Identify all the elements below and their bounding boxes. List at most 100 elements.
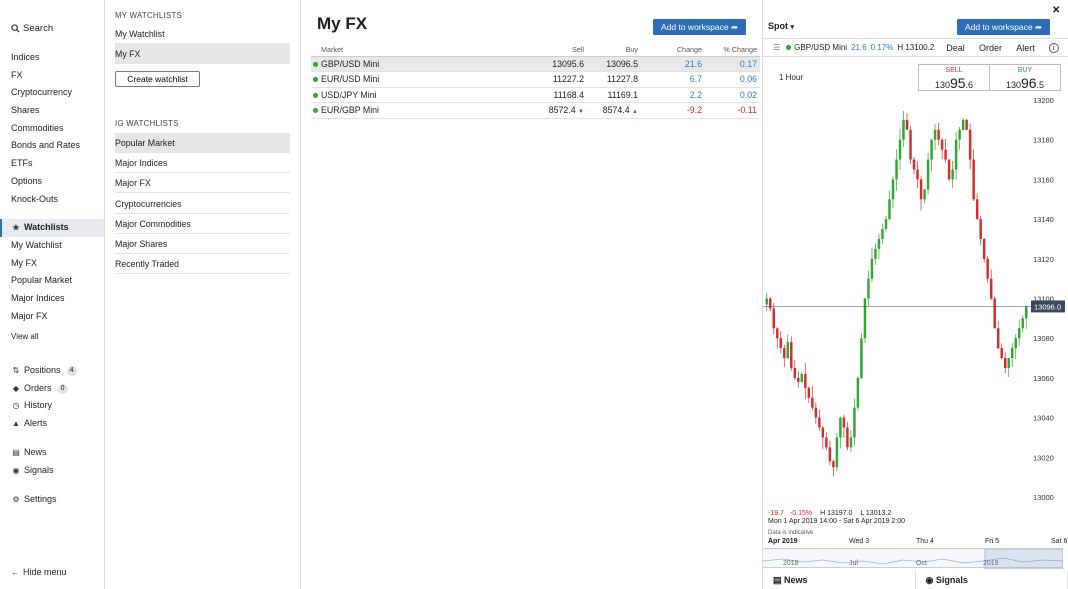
search-button[interactable]: Search bbox=[10, 23, 53, 34]
nav-orders[interactable]: ◆ Orders 0 bbox=[0, 380, 104, 398]
ig-watchlist-major-fx[interactable]: Major FX bbox=[115, 173, 290, 194]
nav-market-bonds-and-rates[interactable]: Bonds and Rates bbox=[11, 140, 81, 151]
nav-market-cryptocurrency[interactable]: Cryptocurrency bbox=[11, 87, 73, 98]
candle-body bbox=[919, 179, 923, 200]
buy-cell[interactable]: 8574.4 ▲ bbox=[587, 102, 641, 119]
candle-body bbox=[909, 129, 912, 160]
info-icon[interactable]: i bbox=[1048, 42, 1059, 53]
settings-list: ⚙ Settings bbox=[0, 491, 104, 509]
order-tab[interactable]: Order bbox=[979, 42, 1003, 53]
news-tab[interactable]: ▤ News bbox=[763, 571, 916, 589]
buy-button[interactable]: BUY 13096.5 bbox=[989, 64, 1061, 91]
history-label: History bbox=[24, 400, 53, 411]
nav-market-fx[interactable]: FX bbox=[11, 69, 23, 80]
nav-market-etfs[interactable]: ETFs bbox=[11, 158, 33, 169]
navigator-label: 2018 bbox=[783, 560, 799, 567]
detail-add-to-workspace-button[interactable]: Add to workspace ➦ bbox=[957, 19, 1051, 35]
table-row[interactable]: USD/JPY Mini 11168.4 11169.1 2.2 0.02 bbox=[311, 87, 760, 103]
market-cell[interactable]: USD/JPY Mini bbox=[311, 87, 511, 103]
nav-watchlist-popular-market[interactable]: Popular Market bbox=[11, 275, 73, 286]
buy-cell[interactable]: 11169.1 bbox=[587, 87, 641, 103]
nav-news[interactable]: ▤ News bbox=[0, 444, 104, 462]
create-watchlist-button[interactable]: Create watchlist bbox=[115, 71, 200, 87]
chart-navigator[interactable]: 2018 Jul Oct 2019 bbox=[763, 548, 1063, 569]
buy-cell[interactable]: 11227.8 bbox=[587, 71, 641, 88]
interval-selector[interactable]: 1 Hour bbox=[779, 73, 804, 82]
nav-watchlists-label: Watchlists bbox=[24, 222, 69, 232]
candle-body bbox=[790, 342, 793, 368]
candle-body bbox=[835, 437, 839, 468]
nav-market-commodities[interactable]: Commodities bbox=[11, 122, 64, 133]
deal-tab[interactable]: Deal bbox=[946, 42, 965, 53]
market-cell[interactable]: EUR/USD Mini bbox=[311, 71, 511, 88]
nav-market-options[interactable]: Options bbox=[11, 175, 43, 186]
ig-watchlist-popular-market[interactable]: Popular Market bbox=[115, 133, 290, 153]
add-to-workspace-button[interactable]: Add to workspace ➦ bbox=[653, 19, 747, 35]
watchlist-panel: MY WATCHLISTS My Watchlist My FX Create … bbox=[105, 0, 301, 589]
nav-market-indices[interactable]: Indices bbox=[11, 52, 40, 62]
nav-positions[interactable]: ⇅ Positions 4 bbox=[0, 362, 104, 380]
sell-cell[interactable]: 8572.4 ▼ bbox=[511, 102, 587, 119]
candle-body bbox=[772, 308, 775, 329]
nav-watchlist-my-watchlist[interactable]: My Watchlist bbox=[11, 240, 62, 250]
candle-body bbox=[937, 129, 940, 140]
change-cell: -9.2 bbox=[641, 102, 705, 119]
bell-icon: ▲ bbox=[12, 419, 20, 429]
ig-watchlist-major-indices[interactable]: Major Indices bbox=[115, 153, 290, 174]
buy-value: 11227.8 bbox=[606, 74, 638, 85]
col-sell[interactable]: Sell bbox=[511, 43, 587, 57]
sell-cell[interactable]: 13095.6 bbox=[511, 56, 587, 72]
sell-button[interactable]: SELL 13095.6 bbox=[918, 64, 990, 91]
buy-price: 13096.5 bbox=[1005, 75, 1045, 91]
nav-watchlists[interactable]: ★ Watchlists bbox=[0, 219, 104, 237]
nav-alerts[interactable]: ▲ Alerts bbox=[0, 415, 104, 433]
hide-menu-button[interactable]: ← Hide menu bbox=[10, 567, 67, 577]
close-icon[interactable]: ✕ bbox=[1052, 5, 1061, 16]
chart-stats: -19.7 -0.15% H 13197.0 L 13013.2 bbox=[768, 510, 891, 517]
sell-cell[interactable]: 11168.4 bbox=[511, 87, 587, 103]
market-cell[interactable]: GBP/USD Mini bbox=[311, 56, 511, 72]
nav-history[interactable]: ◷ History bbox=[0, 397, 104, 415]
signals-tab[interactable]: ◉ Signals bbox=[916, 571, 1068, 589]
timeline-label: Thu 4 bbox=[916, 538, 934, 545]
timeline-label: Sat 6 bbox=[1051, 538, 1068, 545]
market-status-dot bbox=[313, 77, 318, 83]
ig-watchlist-major-commodities[interactable]: Major Commodities bbox=[115, 214, 290, 234]
down-arrow-icon: ▼ bbox=[578, 109, 584, 116]
nav-market-shares[interactable]: Shares bbox=[11, 105, 40, 116]
watchlist-item-my-fx[interactable]: My FX bbox=[115, 44, 290, 64]
nav-signals[interactable]: ◉ Signals bbox=[0, 462, 104, 480]
ig-watchlist-cryptocurrencies[interactable]: Cryptocurrencies bbox=[115, 194, 290, 214]
alert-tab[interactable]: Alert bbox=[1016, 42, 1035, 53]
col-pct-change[interactable]: % Change bbox=[705, 43, 760, 57]
market-name: GBP/USD Mini bbox=[321, 58, 380, 69]
table-row[interactable]: EUR/USD Mini 11227.2 11227.8 6.7 0.06 bbox=[311, 71, 760, 88]
spot-dropdown[interactable]: Spot ▾ bbox=[768, 21, 794, 31]
ig-watchlist-major-shares[interactable]: Major Shares bbox=[115, 234, 290, 254]
price-chart[interactable]: 13200 13180 13160 13140 13120 13100 13080 13060… bbox=[763, 91, 1068, 511]
nav-market-knock-outs[interactable]: Knock-Outs bbox=[11, 193, 59, 204]
candle-body bbox=[895, 159, 898, 180]
table-row[interactable]: EUR/GBP Mini 8572.4 ▼ 8574.4 ▲ -9.2 -0.11 bbox=[311, 102, 760, 119]
col-market[interactable]: Market bbox=[311, 43, 511, 57]
col-change[interactable]: Change bbox=[641, 43, 705, 57]
positions-icon: ⇅ bbox=[12, 366, 20, 375]
view-all-link[interactable]: View all bbox=[11, 332, 39, 341]
market-cell[interactable]: EUR/GBP Mini bbox=[311, 102, 511, 119]
nav-watchlist-major-fx[interactable]: Major FX bbox=[11, 310, 48, 321]
table-row[interactable]: GBP/USD Mini 13095.6 13096.5 21.6 0.17 bbox=[311, 56, 760, 72]
sell-cell[interactable]: 11227.2 bbox=[511, 71, 587, 88]
menu-icon[interactable]: ☰ bbox=[773, 43, 781, 52]
candle-body bbox=[968, 129, 972, 160]
col-buy[interactable]: Buy bbox=[587, 43, 641, 57]
nav-watchlist-major-indices[interactable]: Major Indices bbox=[11, 293, 65, 304]
buy-cell[interactable]: 13096.5 bbox=[587, 56, 641, 72]
ig-watchlist-recently-traded[interactable]: Recently Traded bbox=[115, 254, 290, 275]
candle-body bbox=[842, 417, 846, 428]
candle-body bbox=[975, 199, 979, 220]
watchlist-item-my-watchlist[interactable]: My Watchlist bbox=[115, 24, 290, 44]
nav-watchlist-my-fx[interactable]: My FX bbox=[11, 257, 37, 268]
candle-body bbox=[797, 377, 800, 382]
nav-settings[interactable]: ⚙ Settings bbox=[0, 491, 104, 509]
candle-body bbox=[881, 229, 884, 239]
